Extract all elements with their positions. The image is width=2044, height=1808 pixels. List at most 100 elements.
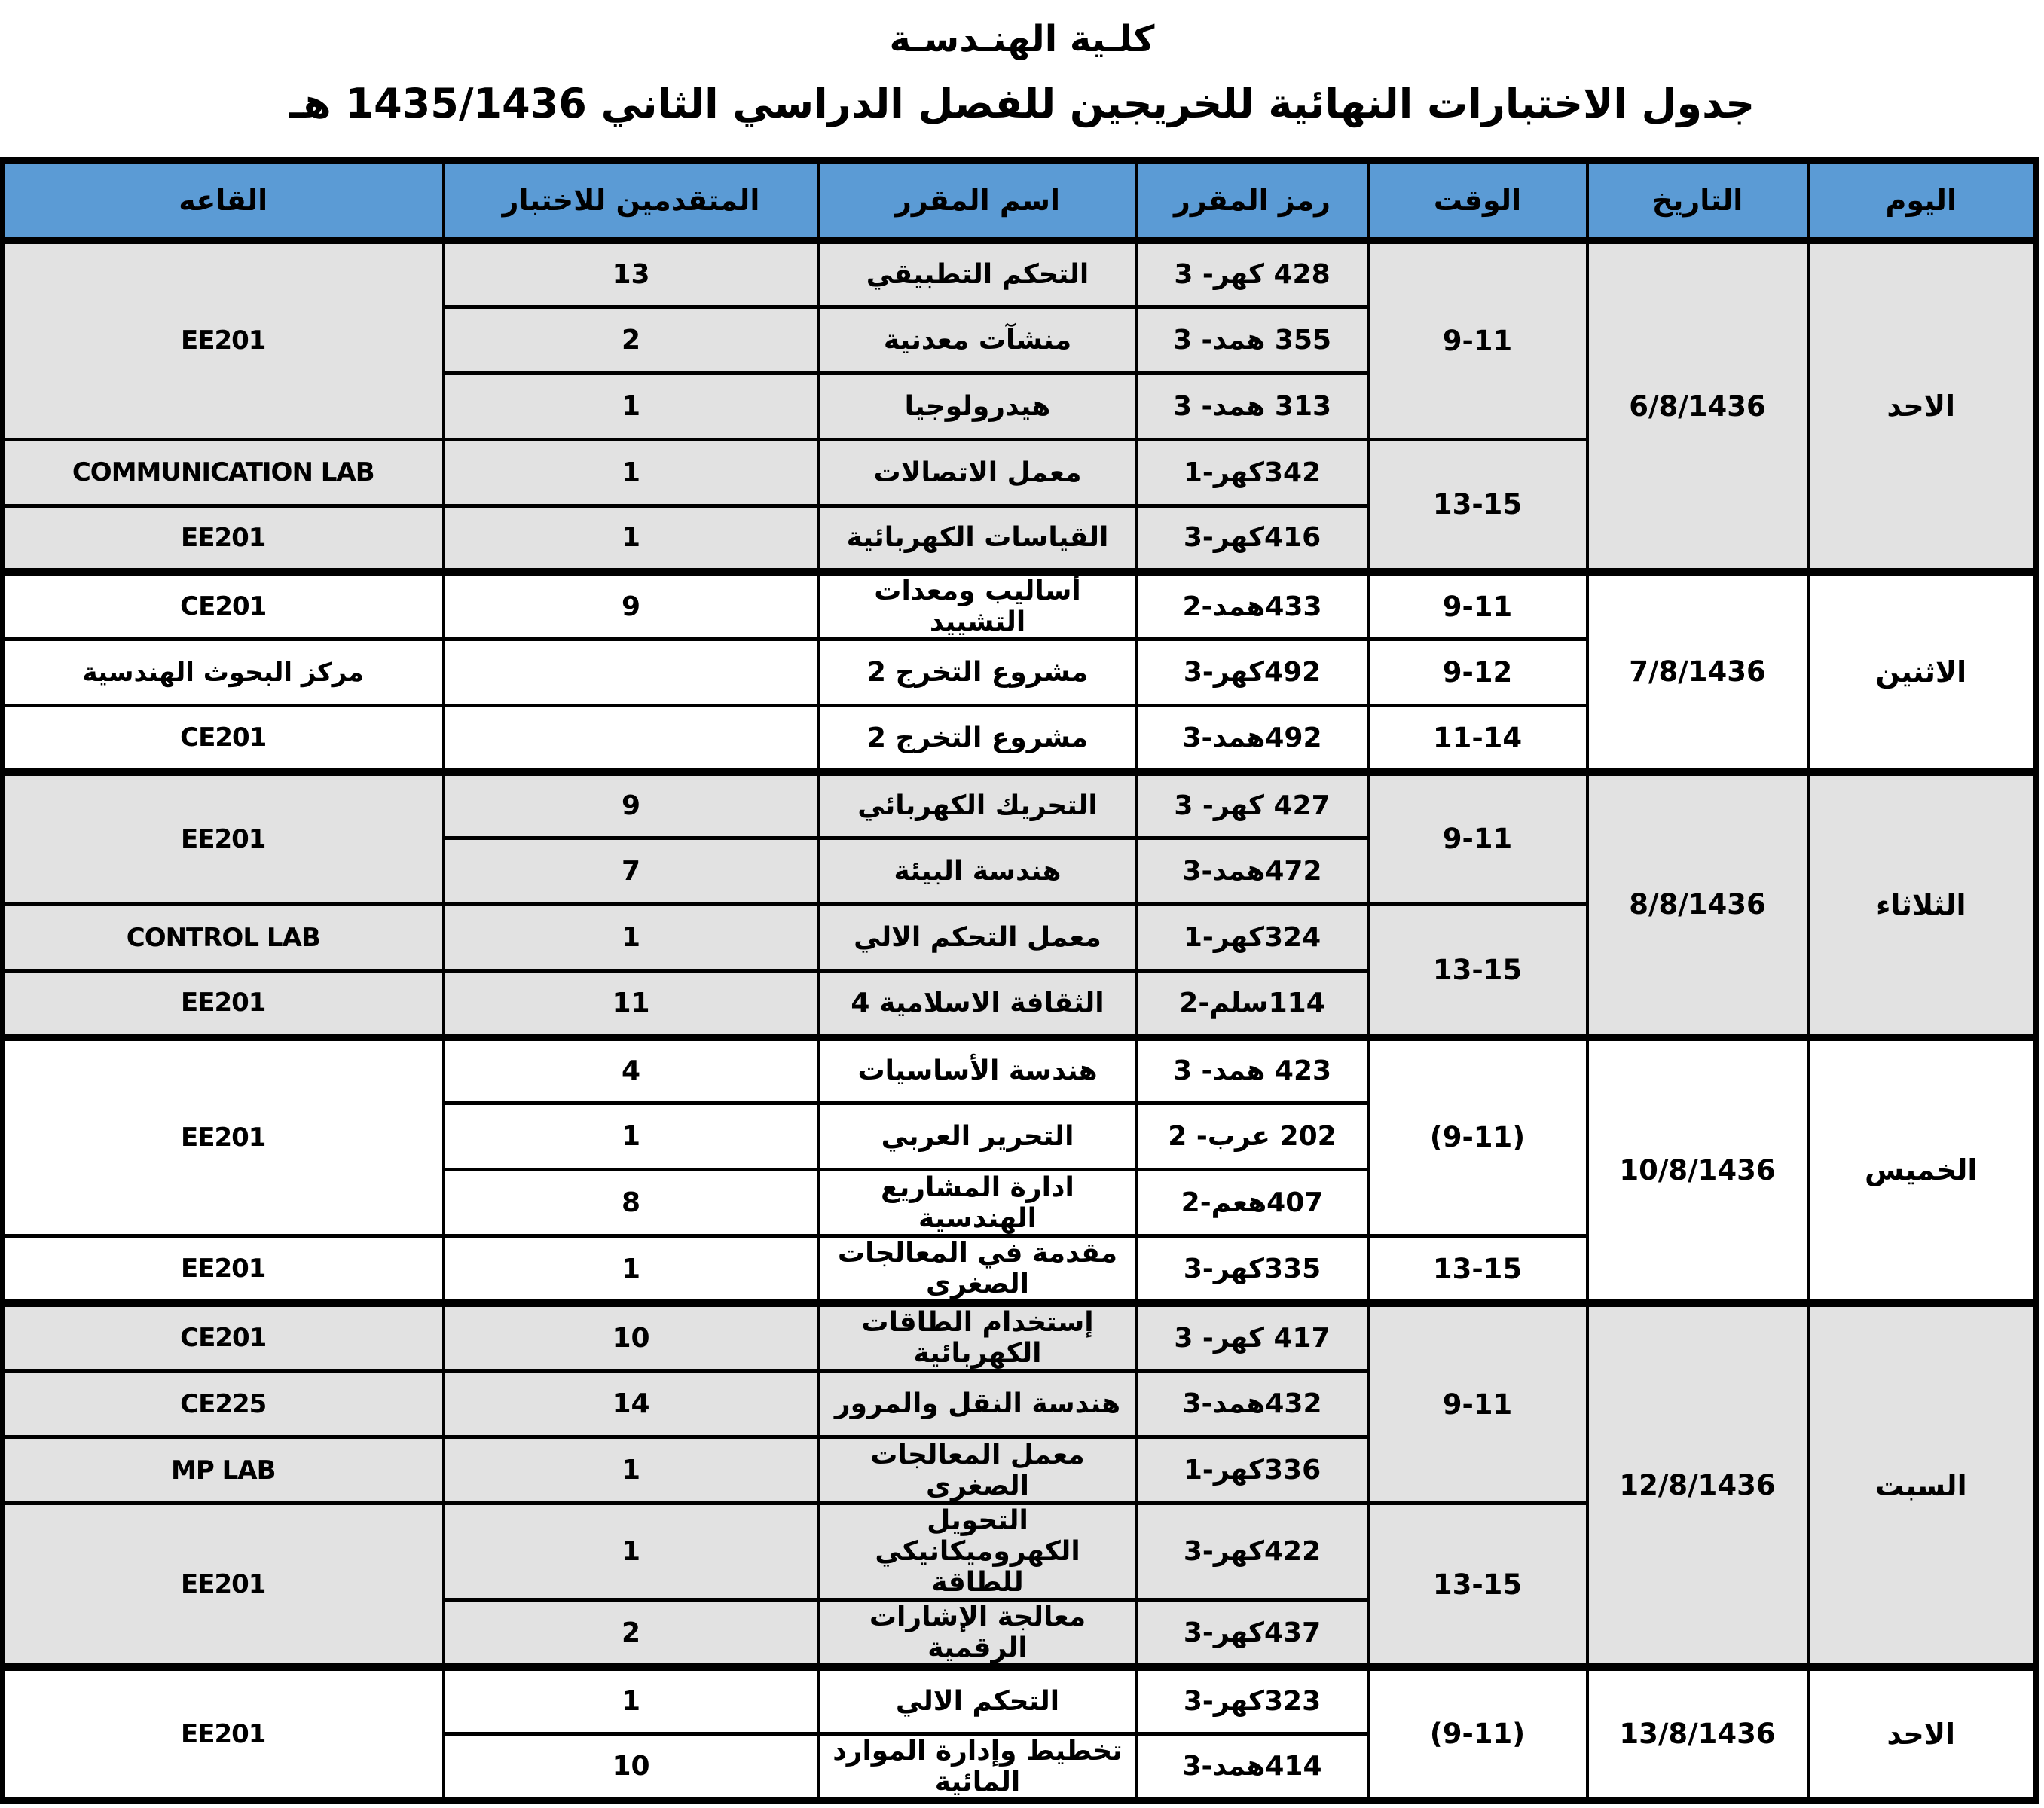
count-cell: 1 xyxy=(441,371,820,441)
code-cell: 114سلم-2 xyxy=(1135,969,1370,1039)
count-cell: 11 xyxy=(441,969,820,1039)
day-group-saturday: السبت 12/8/1436 9-11 417 كهر- 3 إستخدام … xyxy=(0,1300,2038,1669)
header-time: الوقت xyxy=(1366,159,1589,244)
schedule-row: 11-14 492همد-3 مشروع التخرج 2 CE201 xyxy=(0,704,2036,774)
code-cell: 414همد-3 xyxy=(1135,1731,1370,1803)
day-group-thursday: الخميس 10/8/1436 (9-11) 423 همد- 3 هندسة… xyxy=(0,1033,2038,1306)
room-cell: EE201 xyxy=(0,503,445,574)
course-cell: هندسة البيئة xyxy=(817,836,1138,906)
header-code: رمز المقرر xyxy=(1135,159,1370,244)
day-group-monday: الاثنين 7/8/1436 9-11 433همد-2 أساليب وم… xyxy=(0,568,2038,774)
schedule-row: 414همد-3 تخطيط وإدارة الموارد المائية 10 xyxy=(2,1731,2036,1803)
code-cell: 422كهر-3 xyxy=(1135,1501,1370,1602)
count-cell: 10 xyxy=(441,1300,820,1373)
code-cell: 324كهر-1 xyxy=(1135,902,1370,973)
count-cell: 7 xyxy=(441,836,820,906)
room-cell: EE201 xyxy=(0,1234,445,1306)
code-cell: 336كهر-1 xyxy=(1135,1435,1370,1505)
day-cell: الاثنين xyxy=(1806,568,2038,774)
room-cell: CE201 xyxy=(0,1300,445,1373)
course-cell: التحرير العربي xyxy=(817,1101,1138,1171)
count-cell: 1 xyxy=(441,1101,820,1171)
schedule-row: 9-12 492كهر-3 مشروع التخرج 2 مركز البحوث… xyxy=(0,637,2036,707)
course-cell: التحريك الكهربائي xyxy=(817,768,1138,840)
date-cell: 12/8/1436 xyxy=(1585,1300,1810,1669)
schedule-row: 336كهر-1 معمل المعالجات الصغرى 1 MP LAB xyxy=(0,1435,2036,1505)
code-cell: 428 كهر- 3 xyxy=(1135,237,1370,309)
header-course: اسم المقرر xyxy=(817,159,1138,244)
room-cell: EE201 xyxy=(0,237,445,441)
room-cell: EE201 xyxy=(0,1501,445,1669)
room-cell: COMMUNICATION LAB xyxy=(0,437,445,508)
course-cell: معمل الاتصالات xyxy=(817,437,1138,508)
schedule-row: 437كهر-3 معالجة الإشارات الرقمية 2 xyxy=(2,1598,2036,1669)
schedule-row: 416كهر-3 القياسات الكهربائية 1 EE201 xyxy=(0,503,2036,574)
schedule-row: 114سلم-2 الثقافة الاسلامية 4 11 EE201 xyxy=(0,969,2036,1039)
time-cell: 9-11 xyxy=(1366,768,1589,906)
header-room: القاعه xyxy=(0,159,445,244)
time-cell: 9-11 xyxy=(1366,1300,1589,1505)
day-cell: السبت xyxy=(1806,1300,2038,1669)
date-cell: 13/8/1436 xyxy=(1585,1663,1810,1803)
count-cell: 2 xyxy=(441,304,820,375)
date-cell: 10/8/1436 xyxy=(1585,1033,1810,1306)
day-cell: الخميس xyxy=(1806,1033,2038,1306)
schedule-row: 13-15 335كهر-3 مقدمة في المعالجات الصغرى… xyxy=(0,1234,2036,1306)
time-cell: 9-11 xyxy=(1366,237,1589,441)
time-cell: 9-12 xyxy=(1366,637,1589,707)
count-cell: 10 xyxy=(441,1731,820,1803)
schedule-row: 407هعم-2 ادارة المشاريع الهندسية 8 xyxy=(2,1168,2036,1238)
day-cell: الاحد xyxy=(1806,237,2038,574)
time-cell: 13-15 xyxy=(1366,902,1589,1039)
room-cell: مركز البحوث الهندسية xyxy=(0,637,445,707)
header-day: اليوم xyxy=(1806,159,2038,244)
course-cell: هندسة النقل والمرور xyxy=(817,1369,1138,1439)
code-cell: 433همد-2 xyxy=(1135,568,1370,641)
code-cell: 417 كهر- 3 xyxy=(1135,1300,1370,1373)
date-cell: 7/8/1436 xyxy=(1585,568,1810,774)
code-cell: 407هعم-2 xyxy=(1135,1168,1370,1238)
time-cell: 13-15 xyxy=(1366,437,1589,574)
course-cell: مقدمة في المعالجات الصغرى xyxy=(817,1234,1138,1306)
code-cell: 335كهر-3 xyxy=(1135,1234,1370,1306)
course-cell: هيدرولوجيا xyxy=(817,371,1138,441)
course-cell: التحويل الكهروميكانيكي للطاقة xyxy=(817,1501,1138,1602)
day-group-tuesday: الثلاثاء 8/8/1436 9-11 427 كهر- 3 التحري… xyxy=(0,768,2038,1039)
header-date: التاريخ xyxy=(1585,159,1810,244)
header-row: اليوم التاريخ الوقت رمز المقرر اسم المقر… xyxy=(0,159,2038,244)
course-cell: مشروع التخرج 2 xyxy=(817,704,1138,774)
table-header: اليوم التاريخ الوقت رمز المقرر اسم المقر… xyxy=(0,159,2038,244)
room-cell: EE201 xyxy=(0,1033,445,1238)
course-cell: معمل المعالجات الصغرى xyxy=(817,1435,1138,1505)
time-cell: (9-11) xyxy=(1366,1663,1589,1803)
course-cell: معمل التحكم الالي xyxy=(817,902,1138,973)
code-cell: 427 كهر- 3 xyxy=(1135,768,1370,840)
schedule-row: السبت 12/8/1436 9-11 417 كهر- 3 إستخدام … xyxy=(0,1300,2038,1669)
code-cell: 492همد-3 xyxy=(1135,704,1370,774)
course-cell: مشروع التخرج 2 xyxy=(817,637,1138,707)
code-cell: 202 عرب- 2 xyxy=(1135,1101,1370,1171)
count-cell: 9 xyxy=(441,768,820,840)
count-cell: 8 xyxy=(441,1168,820,1238)
code-cell: 323كهر-3 xyxy=(1135,1663,1370,1736)
schedule-row: الاثنين 7/8/1436 9-11 433همد-2 أساليب وم… xyxy=(0,568,2038,774)
course-cell: تخطيط وإدارة الموارد المائية xyxy=(817,1731,1138,1803)
course-cell: معالجة الإشارات الرقمية xyxy=(817,1598,1138,1669)
date-cell: 8/8/1436 xyxy=(1585,768,1810,1039)
count-cell: 1 xyxy=(441,437,820,508)
count-cell xyxy=(441,637,820,707)
time-cell: 13-15 xyxy=(1366,1234,1589,1306)
count-cell: 9 xyxy=(441,568,820,641)
schedule-row: 432همد-3 هندسة النقل والمرور 14 CE225 xyxy=(0,1369,2036,1439)
course-cell: التحكم الالي xyxy=(817,1663,1138,1736)
date-cell: 6/8/1436 xyxy=(1585,237,1810,574)
schedule-row: 313 همد- 3 هيدرولوجيا 1 xyxy=(2,371,2036,441)
day-group-sunday-1: الاحد 6/8/1436 9-11 428 كهر- 3 التحكم ال… xyxy=(0,237,2038,574)
count-cell: 2 xyxy=(441,1598,820,1669)
count-cell: 1 xyxy=(441,1234,820,1306)
time-cell: 9-11 xyxy=(1366,568,1589,641)
code-cell: 437كهر-3 xyxy=(1135,1598,1370,1669)
day-cell: الاحد xyxy=(1806,1663,2038,1803)
code-cell: 432همد-3 xyxy=(1135,1369,1370,1439)
room-cell: EE201 xyxy=(0,969,445,1039)
